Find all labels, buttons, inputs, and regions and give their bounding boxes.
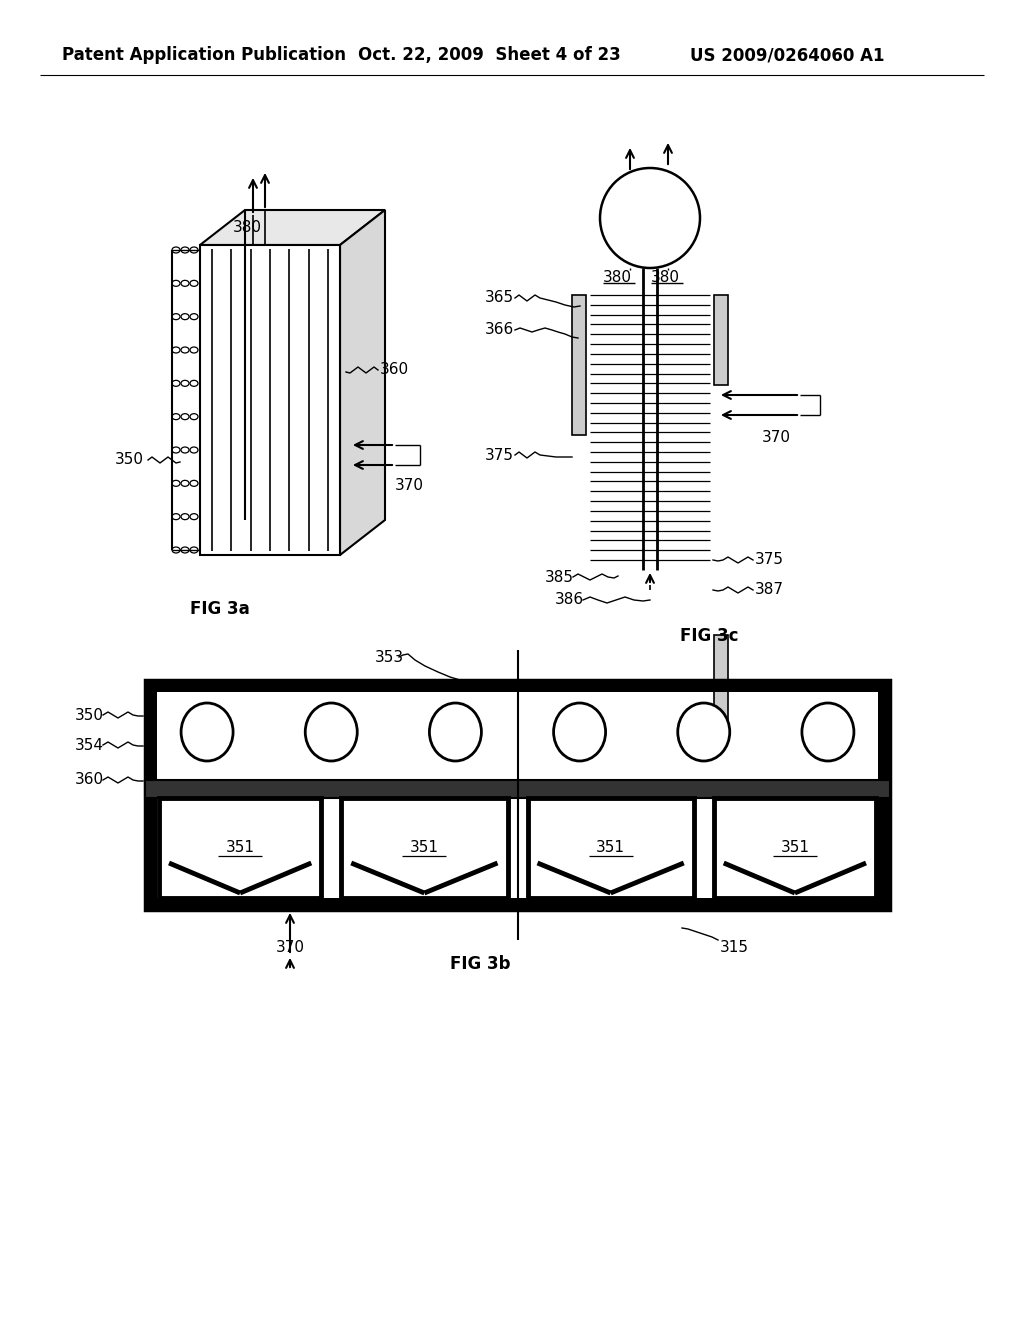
Ellipse shape xyxy=(181,704,233,762)
Bar xyxy=(145,780,890,799)
Text: 360: 360 xyxy=(380,363,410,378)
Bar xyxy=(200,246,340,554)
Ellipse shape xyxy=(802,704,854,762)
Text: 351: 351 xyxy=(410,841,439,855)
Text: 351: 351 xyxy=(780,841,809,855)
Text: 350: 350 xyxy=(75,708,104,722)
Text: 387: 387 xyxy=(755,582,784,598)
Text: 380: 380 xyxy=(232,220,261,235)
Text: 380: 380 xyxy=(650,271,680,285)
Bar xyxy=(145,898,890,909)
Text: Oct. 22, 2009  Sheet 4 of 23: Oct. 22, 2009 Sheet 4 of 23 xyxy=(358,46,621,63)
Ellipse shape xyxy=(305,704,357,762)
Text: 385: 385 xyxy=(545,569,574,585)
Text: FIG 3a: FIG 3a xyxy=(190,601,250,618)
Text: Patent Application Publication: Patent Application Publication xyxy=(62,46,346,63)
Bar xyxy=(341,799,508,898)
Bar xyxy=(159,799,322,898)
Text: FIG 3b: FIG 3b xyxy=(450,954,510,973)
Ellipse shape xyxy=(554,704,605,762)
Bar xyxy=(714,799,876,898)
Text: 380: 380 xyxy=(602,271,632,285)
Text: 375: 375 xyxy=(485,447,514,462)
Text: US 2009/0264060 A1: US 2009/0264060 A1 xyxy=(690,46,885,63)
Bar xyxy=(572,294,586,436)
Text: 315: 315 xyxy=(720,940,749,954)
Text: 375: 375 xyxy=(755,553,784,568)
Text: 360: 360 xyxy=(75,772,104,788)
Bar xyxy=(145,680,890,909)
Bar xyxy=(714,294,728,385)
Ellipse shape xyxy=(429,704,481,762)
Polygon shape xyxy=(340,210,385,554)
Bar xyxy=(145,680,157,909)
Text: 370: 370 xyxy=(762,430,791,445)
Text: 350: 350 xyxy=(115,453,144,467)
Ellipse shape xyxy=(678,704,730,762)
Bar xyxy=(145,680,890,692)
Polygon shape xyxy=(200,210,385,246)
Text: 370: 370 xyxy=(275,940,304,954)
Bar xyxy=(714,635,728,725)
Text: 354: 354 xyxy=(75,738,104,752)
Text: 351: 351 xyxy=(596,841,625,855)
Bar xyxy=(878,680,890,909)
Bar xyxy=(527,799,693,898)
Text: 353: 353 xyxy=(375,649,404,664)
Text: 365: 365 xyxy=(485,290,514,305)
Text: FIG 3c: FIG 3c xyxy=(680,627,738,645)
Text: 366: 366 xyxy=(485,322,514,338)
Text: 370: 370 xyxy=(395,478,424,492)
Text: 351: 351 xyxy=(225,841,255,855)
Text: 386: 386 xyxy=(555,593,584,607)
